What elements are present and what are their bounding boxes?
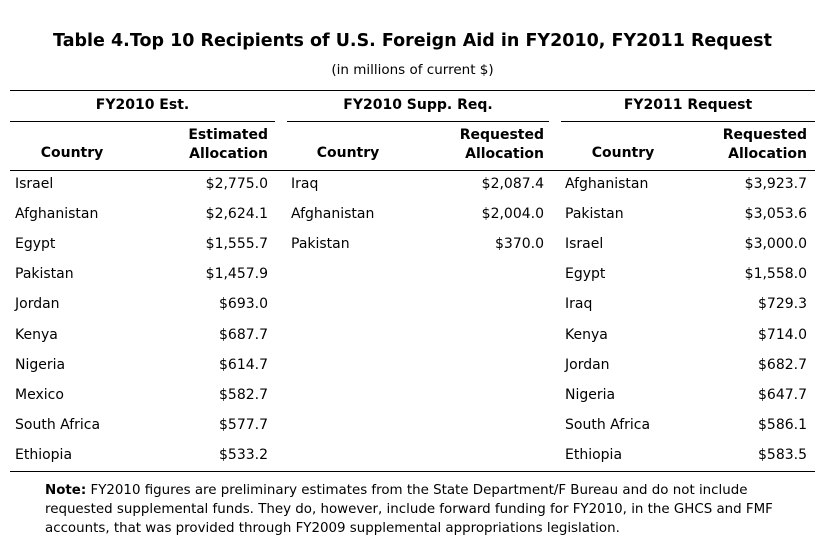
- country-cell: Iraq: [291, 176, 319, 192]
- value-cell: $577.7: [219, 416, 268, 433]
- value-cell: $583.5: [758, 446, 807, 463]
- value-cell: $586.1: [758, 416, 807, 433]
- country-cell: Israel: [565, 236, 604, 253]
- value-header-line-1: Requested: [722, 127, 807, 143]
- value-cell: $647.7: [758, 386, 807, 403]
- country-cell: Pakistan: [291, 236, 350, 253]
- value-cell: $1,558.0: [744, 266, 807, 283]
- country-cell: Kenya: [15, 326, 58, 343]
- value-header-line-1: Requested: [459, 127, 544, 143]
- note-label: Note:: [45, 483, 87, 498]
- country-cell: Pakistan: [565, 206, 624, 223]
- group-rule-2: [287, 121, 549, 122]
- group-rule-1: [10, 121, 275, 122]
- country-cell: Afghanistan: [291, 206, 375, 223]
- country-cell: Mexico: [15, 386, 64, 403]
- group-header-2: FY2010 Supp. Req.: [343, 97, 493, 113]
- country-cell: Ethiopia: [565, 446, 623, 463]
- value-cell: $682.7: [758, 356, 807, 373]
- country-header: Country: [591, 145, 655, 161]
- value-cell: $714.0: [758, 326, 807, 343]
- value-cell: $582.7: [219, 386, 268, 403]
- value-cell: $2,087.4: [481, 176, 544, 192]
- table-subtitle: (in millions of current $): [331, 62, 494, 78]
- value-cell: $3,053.6: [744, 206, 807, 223]
- country-cell: Kenya: [565, 326, 608, 343]
- value-cell: $687.7: [219, 326, 268, 343]
- country-header: Country: [40, 145, 104, 161]
- value-cell: $3,000.0: [744, 236, 807, 253]
- bottom-rule: [10, 471, 815, 472]
- country-cell: Jordan: [15, 296, 60, 313]
- group-rule-3: [561, 121, 815, 122]
- country-cell: Ethiopia: [15, 446, 73, 463]
- country-cell: Israel: [15, 176, 54, 192]
- country-cell: Afghanistan: [565, 176, 649, 192]
- value-cell: $614.7: [219, 356, 268, 373]
- table-note: Note: FY2010 figures are preliminary est…: [45, 481, 805, 538]
- value-header-line-1: Estimated: [188, 127, 268, 143]
- value-cell: $729.3: [758, 296, 807, 313]
- value-cell: $2,775.0: [205, 176, 268, 192]
- value-cell: $370.0: [495, 236, 544, 253]
- country-cell: South Africa: [565, 416, 651, 433]
- value-cell: $2,624.1: [205, 206, 268, 223]
- group-header-3: FY2011 Request: [623, 97, 753, 113]
- value-cell: $1,555.7: [205, 236, 268, 253]
- group-header-1: FY2010 Est.: [95, 97, 190, 113]
- top-rule: [10, 90, 815, 91]
- note-text: FY2010 figures are preliminary estimates…: [45, 483, 773, 536]
- country-cell: Egypt: [565, 266, 606, 283]
- country-cell: South Africa: [15, 416, 101, 433]
- value-cell: $3,923.7: [744, 176, 807, 192]
- country-cell: Pakistan: [15, 266, 74, 283]
- value-cell: $1,457.9: [205, 266, 268, 283]
- country-cell: Egypt: [15, 236, 56, 253]
- country-cell: Jordan: [565, 356, 610, 373]
- country-header: Country: [316, 145, 380, 161]
- country-cell: Nigeria: [565, 386, 616, 403]
- value-header-line-2: Allocation: [465, 146, 544, 162]
- country-cell: Nigeria: [15, 356, 66, 373]
- value-header-line-2: Allocation: [189, 146, 268, 162]
- value-cell: $2,004.0: [481, 206, 544, 223]
- country-cell: Iraq: [565, 296, 593, 313]
- value-cell: $533.2: [219, 446, 268, 463]
- value-cell: $693.0: [219, 296, 268, 313]
- header-rule: [10, 170, 815, 171]
- value-header-line-2: Allocation: [728, 146, 807, 162]
- country-cell: Afghanistan: [15, 206, 99, 223]
- table-title: Table 4.Top 10 Recipients of U.S. Foreig…: [53, 31, 772, 51]
